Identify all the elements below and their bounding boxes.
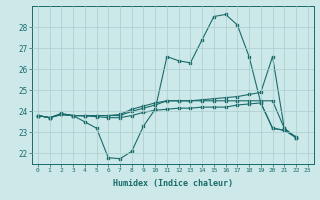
X-axis label: Humidex (Indice chaleur): Humidex (Indice chaleur) [113, 179, 233, 188]
